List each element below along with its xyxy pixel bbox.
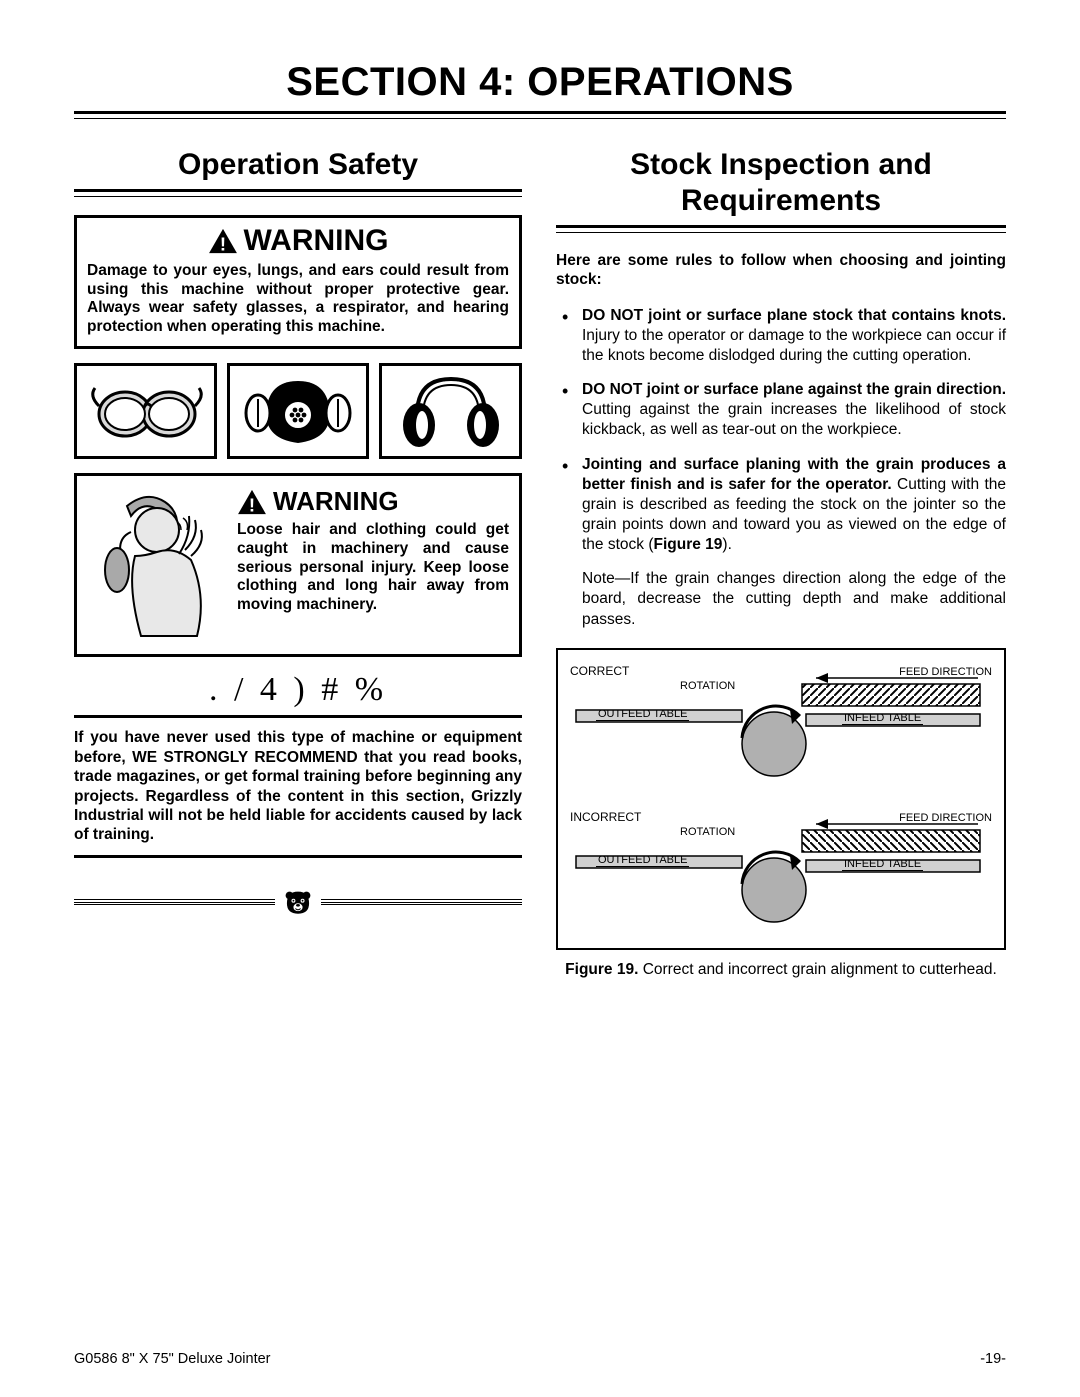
section-title: SECTION 4: OPERATIONS <box>74 60 1006 105</box>
infeed-label: INFEED TABLE <box>842 712 923 725</box>
footer-right: -19- <box>980 1351 1006 1367</box>
hearing-protection-icon <box>379 363 522 459</box>
stock-inspection-heading: Stock Inspection and Requirements <box>556 147 1006 219</box>
grain-diagram: CORRECT ROTATION FEED DIRECTION <box>556 648 1006 950</box>
section-rule <box>74 111 1006 119</box>
left-sub-rule <box>74 189 522 197</box>
rule-item: Jointing and surface planing with the gr… <box>556 455 1006 556</box>
rule-item: DO NOT joint or surface plane stock that… <box>556 306 1006 366</box>
rule-tail: ). <box>722 536 731 553</box>
svg-text:!: ! <box>249 494 255 515</box>
warning-label-2: WARNING <box>273 486 399 517</box>
bear-icon <box>275 882 321 922</box>
diagram-correct: CORRECT ROTATION FEED DIRECTION <box>570 664 992 784</box>
rule-lead: DO NOT joint or surface plane against th… <box>582 381 1006 398</box>
outfeed-label: OUTFEED TABLE <box>596 854 689 867</box>
notice-box: If you have never used this type of mach… <box>74 715 522 857</box>
notice-text: If you have never used this type of mach… <box>74 728 522 844</box>
infeed-label: INFEED TABLE <box>842 858 923 871</box>
warning-head-1: ! WARNING <box>87 224 509 258</box>
fig-caption-lead: Figure 19. <box>565 961 638 978</box>
warning-label-1: WARNING <box>244 224 389 258</box>
fig-caption-rest: Correct and incorrect grain alignment to… <box>638 961 996 978</box>
left-column: Operation Safety ! WARNING Damage to you… <box>74 147 522 979</box>
right-column: Stock Inspection and Requirements Here a… <box>556 147 1006 979</box>
warning-box-hair: ! WARNING Loose hair and clothing could … <box>74 473 522 657</box>
warning-text-1: Damage to your eyes, lungs, and ears cou… <box>87 262 509 336</box>
warning-box-ppe: ! WARNING Damage to your eyes, lungs, an… <box>74 215 522 349</box>
warning-triangle-icon: ! <box>237 489 267 515</box>
diagram-incorrect: INCORRECT ROTATION FEED DIRECTION <box>570 810 992 930</box>
operation-safety-heading: Operation Safety <box>74 147 522 183</box>
svg-text:!: ! <box>219 233 225 254</box>
grain-note: Note—If the grain changes direction alon… <box>556 569 1006 629</box>
tied-hair-icon <box>87 486 227 644</box>
figure-ref: Figure 19 <box>654 536 723 553</box>
bear-divider <box>74 880 522 924</box>
rules-list: DO NOT joint or surface plane stock that… <box>556 306 1006 556</box>
rule-lead: DO NOT joint or surface plane stock that… <box>582 307 1006 324</box>
warning-triangle-icon: ! <box>208 228 238 254</box>
warning-head-2: ! WARNING <box>237 486 509 517</box>
rule-rest: Injury to the operator or damage to the … <box>582 327 1006 364</box>
ppe-row <box>74 363 522 459</box>
rule-item: DO NOT joint or surface plane against th… <box>556 380 1006 440</box>
rules-intro: Here are some rules to follow when choos… <box>556 251 1006 290</box>
outfeed-label: OUTFEED TABLE <box>596 708 689 721</box>
notice-head: . / 4 ) # % <box>74 671 522 709</box>
safety-glasses-icon <box>74 363 217 459</box>
warning-text-2: Loose hair and clothing could get caught… <box>237 521 509 614</box>
figure-caption: Figure 19. Correct and incorrect grain a… <box>556 960 1006 979</box>
page-footer: G0586 8" X 75" Deluxe Jointer -19- <box>74 1351 1006 1367</box>
respirator-icon <box>227 363 370 459</box>
right-sub-rule <box>556 225 1006 233</box>
footer-left: G0586 8" X 75" Deluxe Jointer <box>74 1351 271 1367</box>
rule-rest: Cutting against the grain increases the … <box>582 401 1006 438</box>
